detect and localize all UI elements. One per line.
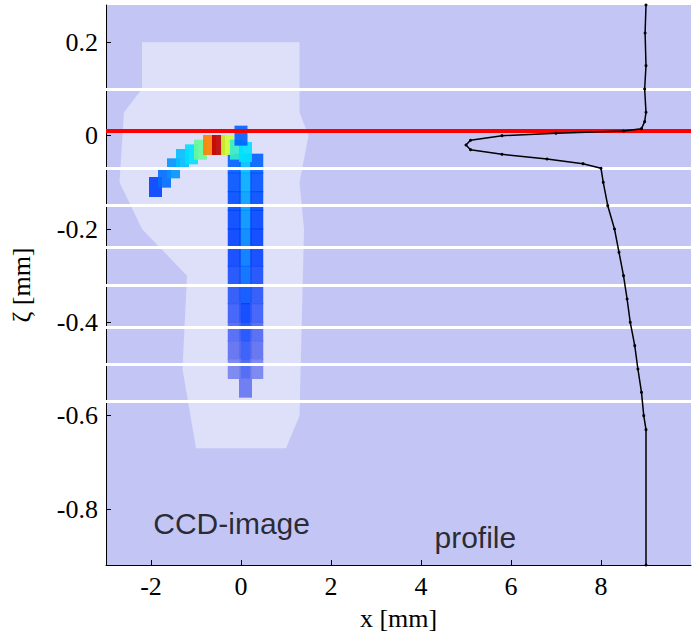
svg-text:-0.2: -0.2	[57, 215, 98, 244]
svg-text:0: 0	[235, 572, 248, 601]
svg-text:8: 8	[595, 572, 608, 601]
svg-text:-0.4: -0.4	[57, 308, 98, 337]
svg-text:2: 2	[325, 572, 338, 601]
svg-text:profile: profile	[435, 521, 517, 554]
svg-text:x [mm]: x [mm]	[360, 604, 437, 633]
svg-text:4: 4	[415, 572, 428, 601]
svg-text:-0.8: -0.8	[57, 495, 98, 524]
svg-text:6: 6	[505, 572, 518, 601]
svg-text:0: 0	[85, 121, 98, 150]
svg-text:0.2: 0.2	[66, 28, 99, 57]
svg-text:-2: -2	[140, 572, 162, 601]
svg-text:-0.6: -0.6	[57, 401, 98, 430]
svg-text:ζ [mm]: ζ [mm]	[7, 247, 36, 322]
svg-text:CCD-image: CCD-image	[153, 507, 310, 540]
